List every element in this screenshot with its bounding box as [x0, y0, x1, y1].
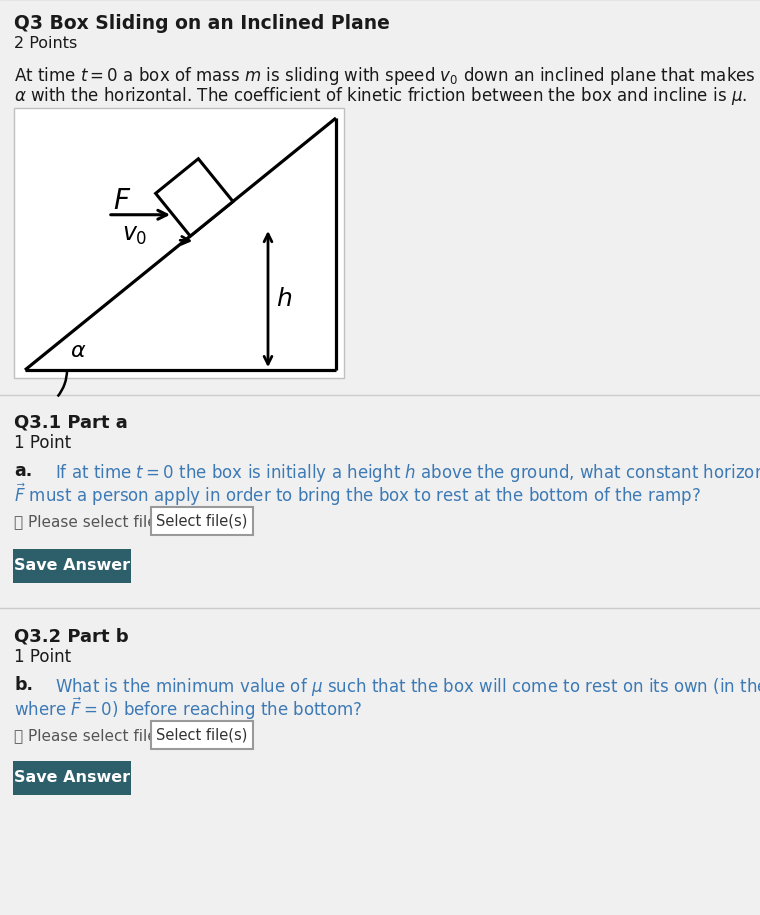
Text: Save Answer: Save Answer [14, 770, 130, 785]
Text: 1 Point: 1 Point [14, 648, 71, 666]
Text: Select file(s): Select file(s) [157, 727, 248, 742]
Text: where $\vec{F} = 0$) before reaching the bottom?: where $\vec{F} = 0$) before reaching the… [14, 696, 363, 723]
Text: $\alpha$: $\alpha$ [70, 341, 86, 361]
Text: Q3 Box Sliding on an Inclined Plane: Q3 Box Sliding on an Inclined Plane [14, 14, 390, 33]
Polygon shape [156, 159, 233, 236]
Text: $\alpha$ with the horizontal. The coefficient of kinetic friction between the bo: $\alpha$ with the horizontal. The coeffi… [14, 85, 747, 107]
FancyBboxPatch shape [13, 549, 131, 583]
Text: $F$: $F$ [113, 187, 131, 215]
Bar [14, 108, 344, 378]
Text: 📄 Please select file(s): 📄 Please select file(s) [14, 728, 176, 743]
Text: What is the minimum value of $\mu$ such that the box will come to rest on its ow: What is the minimum value of $\mu$ such … [55, 676, 760, 698]
Text: 📄 Please select file(s): 📄 Please select file(s) [14, 514, 176, 529]
Text: $v_0$: $v_0$ [122, 223, 147, 247]
Text: Save Answer: Save Answer [14, 558, 130, 574]
Text: Select file(s): Select file(s) [157, 513, 248, 529]
Text: $h$: $h$ [276, 287, 292, 311]
FancyBboxPatch shape [151, 507, 253, 535]
Text: 2 Points: 2 Points [14, 36, 78, 51]
Text: At time $t = 0$ a box of mass $m$ is sliding with speed $v_0$ down an inclined p: At time $t = 0$ a box of mass $m$ is sli… [14, 65, 760, 87]
Text: 1 Point: 1 Point [14, 434, 71, 452]
Text: b.: b. [14, 676, 33, 694]
Text: a.: a. [14, 462, 32, 480]
Text: Q3.1 Part a: Q3.1 Part a [14, 414, 128, 432]
Text: $\vec{F}$ must a person apply in order to bring the box to rest at the bottom of: $\vec{F}$ must a person apply in order t… [14, 482, 701, 509]
FancyBboxPatch shape [13, 761, 131, 795]
FancyBboxPatch shape [151, 721, 253, 749]
Text: If at time $t = 0$ the box is initially a height $h$ above the ground, what cons: If at time $t = 0$ the box is initially … [55, 462, 760, 484]
Text: Q3.2 Part b: Q3.2 Part b [14, 628, 128, 646]
